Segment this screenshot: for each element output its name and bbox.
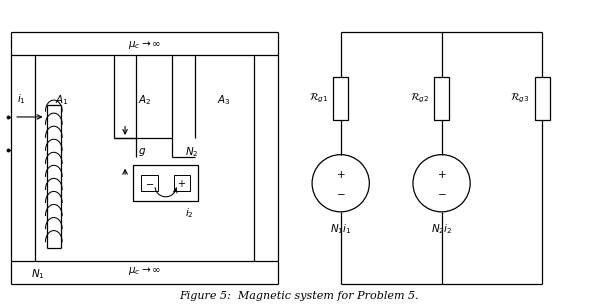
Text: $i_1$: $i_1$ [17, 92, 26, 106]
Text: $N_2 i_2$: $N_2 i_2$ [431, 223, 453, 236]
Text: $+$: $+$ [437, 169, 447, 181]
Text: $A_1$: $A_1$ [55, 94, 69, 107]
Text: $\mu_c \rightarrow \infty$: $\mu_c \rightarrow \infty$ [128, 265, 161, 277]
Text: $+$: $+$ [177, 177, 186, 188]
Text: $+$: $+$ [336, 169, 346, 181]
Text: $g$: $g$ [138, 146, 146, 158]
Text: $\mathcal{R}_{g1}$: $\mathcal{R}_{g1}$ [309, 92, 328, 105]
Text: $i_2$: $i_2$ [185, 206, 193, 220]
Text: $A_3$: $A_3$ [217, 94, 231, 107]
Text: $-$: $-$ [145, 178, 154, 188]
Text: $\mathcal{R}_{g2}$: $\mathcal{R}_{g2}$ [410, 92, 429, 105]
Text: $N_1 i_1$: $N_1 i_1$ [330, 223, 352, 236]
Text: $-$: $-$ [336, 188, 346, 198]
Text: $-$: $-$ [437, 188, 447, 198]
Text: $\mu_c \rightarrow \infty$: $\mu_c \rightarrow \infty$ [128, 39, 161, 51]
Text: $N_2$: $N_2$ [185, 146, 198, 159]
Text: $A_2$: $A_2$ [138, 94, 151, 107]
Text: Figure 5:  Magnetic system for Problem 5.: Figure 5: Magnetic system for Problem 5. [179, 291, 418, 301]
Text: $\mathcal{R}_{g3}$: $\mathcal{R}_{g3}$ [510, 92, 530, 105]
Text: $N_1$: $N_1$ [31, 267, 45, 281]
